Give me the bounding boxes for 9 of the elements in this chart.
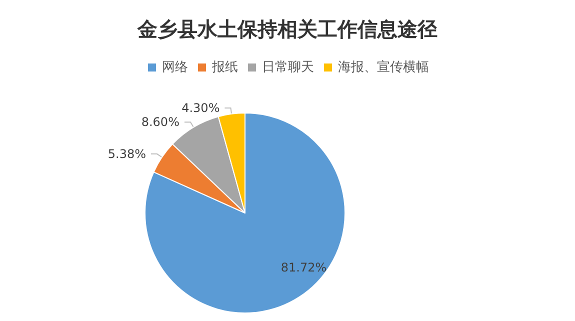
legend-label: 报纸 bbox=[211, 60, 238, 75]
data-label: 8.60% bbox=[141, 115, 180, 130]
data-label: 81.72% bbox=[280, 260, 327, 274]
data-label: 4.30% bbox=[182, 100, 220, 115]
legend-label: 日常聊天 bbox=[262, 60, 314, 75]
chart-title: 金乡县水土保持相关工作信息途径 bbox=[136, 17, 438, 41]
data-label: 5.38% bbox=[108, 146, 146, 161]
legend-label: 海报、宣传横幅 bbox=[338, 59, 429, 75]
legend-label: 网络 bbox=[162, 60, 188, 75]
